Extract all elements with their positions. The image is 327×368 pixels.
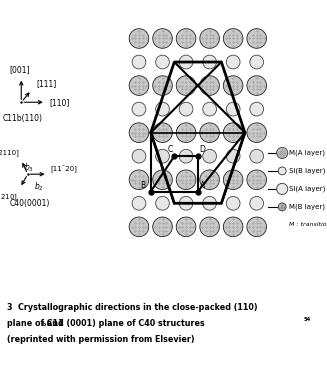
Circle shape: [176, 217, 196, 237]
Text: D: D: [199, 145, 205, 153]
Text: B: B: [141, 181, 146, 190]
Text: A: A: [199, 181, 205, 190]
Text: b: b: [42, 322, 46, 327]
Circle shape: [250, 197, 264, 210]
Circle shape: [153, 123, 172, 142]
Circle shape: [179, 197, 193, 210]
Circle shape: [132, 102, 146, 116]
Circle shape: [132, 197, 146, 210]
Text: [11¯20]: [11¯20]: [50, 165, 77, 173]
Circle shape: [247, 29, 267, 48]
Circle shape: [156, 102, 169, 116]
Circle shape: [203, 102, 216, 116]
Circle shape: [247, 76, 267, 95]
Circle shape: [153, 29, 172, 48]
Circle shape: [156, 149, 169, 163]
Circle shape: [278, 203, 286, 211]
Circle shape: [223, 217, 243, 237]
Circle shape: [247, 123, 267, 142]
Text: C40(0001): C40(0001): [9, 199, 50, 208]
Circle shape: [226, 149, 240, 163]
Circle shape: [250, 149, 264, 163]
Circle shape: [200, 29, 219, 48]
Text: M : transition metal: M : transition metal: [289, 222, 327, 227]
Text: [001]: [001]: [9, 65, 30, 74]
Text: C11b(110): C11b(110): [3, 114, 43, 123]
Circle shape: [200, 170, 219, 190]
Circle shape: [156, 197, 169, 210]
Circle shape: [223, 123, 243, 142]
Circle shape: [277, 183, 288, 194]
Circle shape: [250, 102, 264, 116]
Circle shape: [176, 170, 196, 190]
Circle shape: [247, 217, 267, 237]
Circle shape: [153, 76, 172, 95]
Circle shape: [223, 170, 243, 190]
Circle shape: [176, 29, 196, 48]
Circle shape: [156, 55, 169, 69]
Circle shape: [203, 55, 216, 69]
Circle shape: [223, 29, 243, 48]
Circle shape: [226, 197, 240, 210]
Circle shape: [129, 123, 149, 142]
Circle shape: [179, 55, 193, 69]
Circle shape: [278, 167, 286, 175]
Text: plane of C11: plane of C11: [7, 319, 63, 328]
Text: [110]: [110]: [49, 98, 69, 107]
Text: Si(B layer): Si(B layer): [289, 168, 325, 174]
Circle shape: [176, 123, 196, 142]
Circle shape: [129, 170, 149, 190]
Circle shape: [132, 149, 146, 163]
Circle shape: [277, 147, 288, 159]
Text: 54: 54: [304, 317, 311, 322]
Circle shape: [176, 76, 196, 95]
Circle shape: [200, 123, 219, 142]
Circle shape: [129, 76, 149, 95]
Circle shape: [203, 197, 216, 210]
Text: and (0001) plane of C40 structures: and (0001) plane of C40 structures: [44, 319, 205, 328]
Circle shape: [153, 217, 172, 237]
Circle shape: [129, 217, 149, 237]
Circle shape: [226, 102, 240, 116]
Circle shape: [223, 76, 243, 95]
Text: M(A layer): M(A layer): [289, 150, 325, 156]
Circle shape: [200, 217, 219, 237]
Circle shape: [226, 55, 240, 69]
Circle shape: [203, 149, 216, 163]
Text: 3  Crystallographic directions in the close-packed (110): 3 Crystallographic directions in the clo…: [7, 303, 257, 312]
Circle shape: [132, 55, 146, 69]
Circle shape: [153, 170, 172, 190]
Text: M(B layer): M(B layer): [289, 204, 325, 210]
Text: [111]: [111]: [36, 79, 57, 88]
Text: Si(A layer): Si(A layer): [289, 185, 325, 192]
Text: (reprinted with permission from Elsevier): (reprinted with permission from Elsevier…: [7, 335, 194, 344]
Text: $b_2$: $b_2$: [34, 180, 43, 192]
Circle shape: [247, 170, 267, 190]
Text: [¯2110]: [¯2110]: [0, 150, 20, 158]
Circle shape: [200, 76, 219, 95]
Text: $b_3$: $b_3$: [25, 162, 34, 174]
Circle shape: [179, 102, 193, 116]
Text: $b_1$[1¯210]: $b_1$[1¯210]: [0, 191, 18, 202]
Circle shape: [179, 149, 193, 163]
Circle shape: [250, 55, 264, 69]
Text: C: C: [167, 145, 173, 153]
Circle shape: [129, 29, 149, 48]
